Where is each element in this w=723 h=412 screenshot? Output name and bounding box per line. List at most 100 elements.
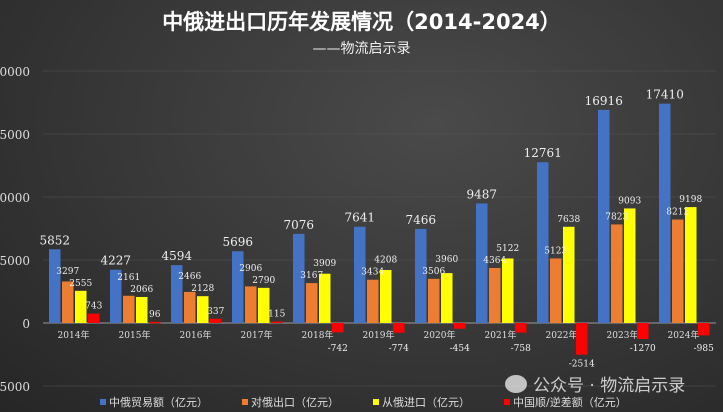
bar-trade	[171, 265, 183, 323]
bar-import	[258, 287, 270, 323]
chart-subtitle: ——物流启示录	[312, 41, 411, 57]
x-tick-label: 2017年	[241, 329, 273, 341]
data-label: -1270	[630, 344, 656, 354]
x-tick-label: 2024年	[668, 329, 700, 341]
bar-export	[306, 283, 318, 323]
data-label: 7641	[344, 211, 375, 225]
data-label: 9487	[466, 187, 497, 201]
data-label: -742	[328, 344, 348, 354]
data-label: 2906	[239, 264, 262, 274]
bar-export	[550, 258, 562, 323]
data-label: 4594	[161, 249, 192, 263]
bar-export	[123, 295, 135, 323]
bar-import	[319, 273, 331, 323]
x-tick-label: 2023年	[607, 329, 639, 341]
legend-item: 对俄出口（亿元）	[242, 394, 339, 410]
bar-balance	[149, 321, 161, 324]
y-tick-label: 5000	[0, 254, 30, 268]
bar-trade	[110, 269, 122, 323]
legend-label: 中国顺/逆差额（亿元）	[513, 396, 627, 409]
data-label: 3167	[300, 271, 323, 281]
watermark: 公众号 · 物流启示录	[505, 371, 685, 396]
data-label: 2555	[69, 279, 92, 289]
data-label: 4227	[100, 254, 131, 268]
bar-balance	[393, 323, 405, 333]
bar-export	[611, 224, 623, 323]
legend-label: 对俄出口（亿元）	[251, 396, 339, 409]
legend: 中俄贸易额（亿元） 对俄出口（亿元） 从俄进口（亿元） 中国顺/逆差额（亿元）	[100, 394, 627, 410]
data-label: 9093	[618, 196, 641, 206]
bar-trade	[232, 251, 244, 323]
bar-trade	[476, 203, 488, 323]
legend-swatch	[242, 399, 248, 405]
bar-trade	[293, 233, 305, 323]
data-label: 7466	[405, 213, 436, 227]
y-tick-label: 15000	[0, 128, 30, 142]
data-label: 5696	[222, 235, 253, 249]
data-label: 7638	[557, 215, 580, 225]
data-label: 3434	[361, 268, 384, 278]
bar-trade	[598, 109, 610, 323]
bar-export	[367, 279, 379, 323]
x-tick-label: 2019年	[363, 329, 395, 341]
x-tick-label: 2018年	[302, 329, 334, 341]
legend-label: 中俄贸易额（亿元）	[109, 396, 208, 409]
bar-balance	[88, 313, 100, 323]
data-label: 16916	[585, 94, 623, 108]
data-label: 96	[149, 310, 161, 320]
y-tick-label: -5000	[0, 380, 30, 394]
chart-title: 中俄进出口历年发展情况（2014-2024）	[162, 10, 561, 34]
data-label: 743	[85, 302, 102, 312]
data-label: 115	[268, 310, 285, 320]
data-label: 337	[207, 307, 224, 317]
data-label: -985	[694, 344, 714, 354]
data-label: 5122	[496, 244, 519, 254]
data-label: 3506	[422, 267, 445, 277]
x-tick-label: 2020年	[424, 329, 456, 341]
bar-balance	[576, 323, 588, 355]
x-tick-label: 2016年	[180, 329, 212, 341]
bar-trade	[49, 249, 61, 323]
data-label: 17410	[646, 88, 684, 102]
data-label: 4208	[374, 256, 397, 266]
bar-balance	[210, 318, 222, 323]
bar-import	[502, 258, 514, 323]
y-tick-label: 10000	[0, 191, 30, 205]
bar-export	[62, 281, 74, 323]
bar-export	[489, 268, 501, 323]
bar-import	[136, 296, 148, 323]
legend-item: 中国顺/逆差额（亿元）	[504, 394, 627, 410]
bar-import	[380, 269, 392, 323]
legend-item: 中俄贸易额（亿元）	[100, 394, 208, 410]
bar-export	[184, 291, 196, 323]
data-label: 5123	[544, 246, 567, 256]
bar-trade	[415, 228, 427, 323]
legend-item: 从俄进口（亿元）	[373, 394, 470, 410]
bar-balance	[271, 321, 283, 324]
bar-import	[75, 290, 87, 323]
x-tick-label: 2014年	[58, 329, 90, 341]
data-label: 3909	[313, 259, 336, 269]
data-label: 2066	[130, 285, 153, 295]
data-label: 4364	[483, 256, 506, 266]
bar-import	[563, 226, 575, 323]
y-tick-label: 0	[22, 317, 30, 331]
bar-trade	[354, 226, 366, 323]
data-label: 8212	[666, 208, 689, 218]
data-label: 3960	[435, 255, 458, 265]
bar-import	[624, 208, 636, 323]
data-label: 7076	[283, 218, 314, 232]
data-label: 12761	[524, 146, 562, 160]
watermark-text: 公众号 · 物流启示录	[533, 376, 686, 396]
bar-import	[197, 296, 209, 323]
data-label: 5852	[39, 233, 70, 247]
bar-export	[428, 278, 440, 323]
legend-label: 从俄进口（亿元）	[382, 396, 470, 409]
wechat-icon	[505, 374, 527, 393]
data-label: 2466	[178, 272, 201, 282]
x-tick-label: 2022年	[546, 329, 578, 341]
data-label: 7823	[605, 212, 628, 222]
data-label: -774	[389, 344, 409, 354]
bar-trade	[537, 162, 549, 323]
